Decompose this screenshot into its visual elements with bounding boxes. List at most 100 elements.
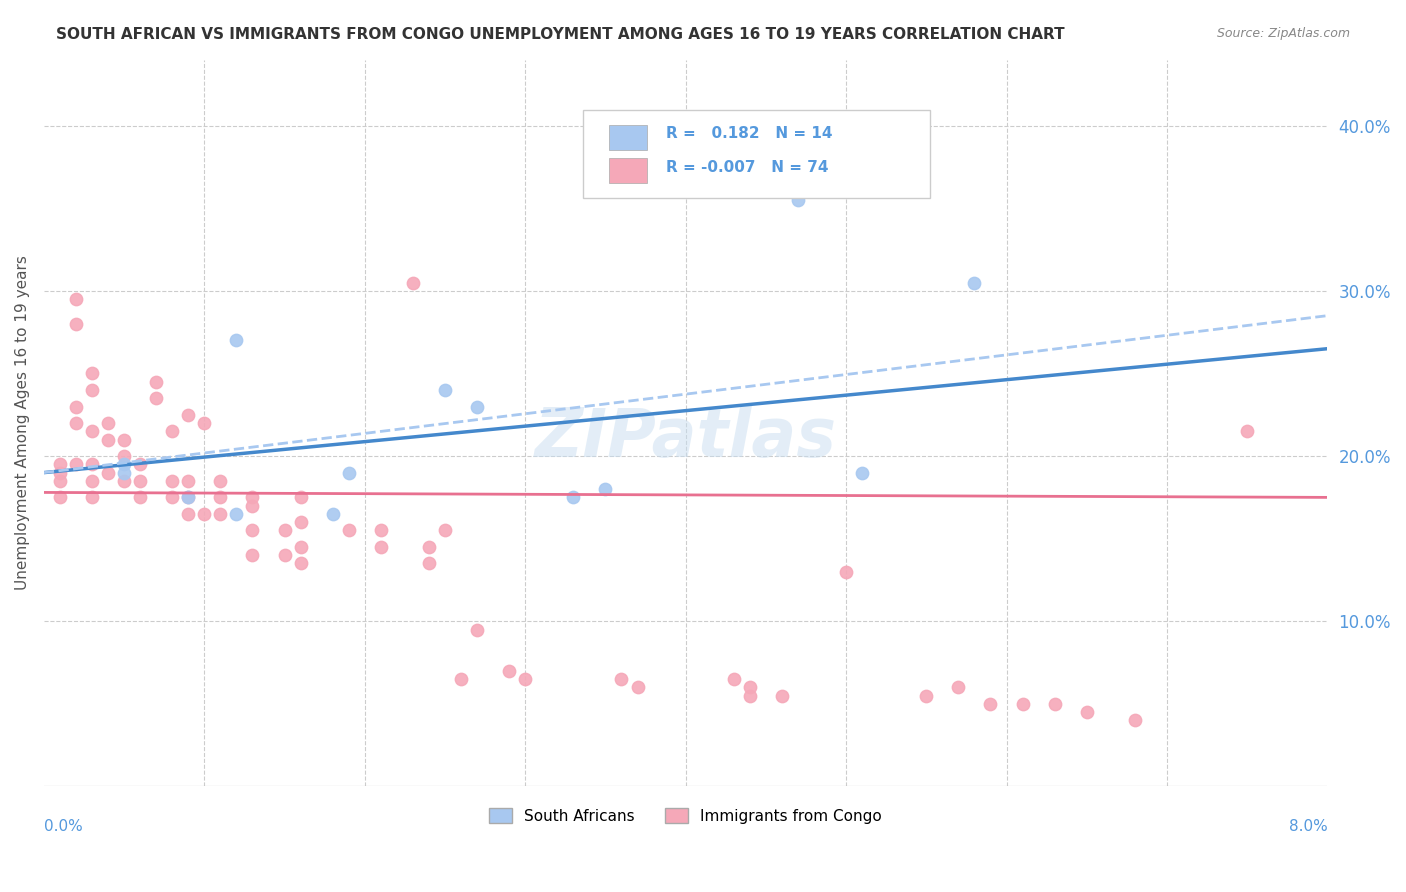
Point — [112, 458, 135, 472]
Point — [290, 557, 312, 571]
Point — [242, 499, 264, 513]
Point — [97, 466, 120, 480]
Point — [97, 416, 120, 430]
Point — [242, 491, 264, 505]
Point — [49, 458, 72, 472]
Point — [835, 565, 858, 579]
Point — [963, 276, 986, 290]
Point — [49, 491, 72, 505]
Text: R =   0.182   N = 14: R = 0.182 N = 14 — [666, 127, 832, 141]
Point — [465, 400, 488, 414]
Point — [242, 548, 264, 562]
Point — [770, 689, 793, 703]
Point — [177, 474, 200, 488]
Point — [129, 474, 152, 488]
Point — [418, 557, 440, 571]
Point — [851, 466, 873, 480]
Point — [145, 391, 167, 405]
FancyBboxPatch shape — [609, 125, 647, 151]
Point — [97, 433, 120, 447]
Point — [1076, 705, 1098, 719]
Point — [80, 425, 103, 439]
Point — [418, 540, 440, 554]
Point — [65, 317, 87, 331]
Point — [177, 491, 200, 505]
Point — [65, 292, 87, 306]
Point — [465, 623, 488, 637]
Point — [290, 540, 312, 554]
Text: ZIPatlas: ZIPatlas — [534, 405, 837, 471]
Point — [402, 276, 425, 290]
FancyBboxPatch shape — [583, 111, 929, 198]
Point — [162, 474, 184, 488]
Point — [112, 466, 135, 480]
Point — [49, 466, 72, 480]
Point — [129, 458, 152, 472]
Point — [273, 548, 295, 562]
Y-axis label: Unemployment Among Ages 16 to 19 years: Unemployment Among Ages 16 to 19 years — [15, 256, 30, 591]
Point — [515, 672, 537, 686]
Point — [129, 491, 152, 505]
Point — [209, 507, 232, 521]
Point — [177, 408, 200, 422]
Point — [337, 466, 360, 480]
Point — [225, 507, 247, 521]
Point — [80, 458, 103, 472]
Text: Source: ZipAtlas.com: Source: ZipAtlas.com — [1216, 27, 1350, 40]
Text: SOUTH AFRICAN VS IMMIGRANTS FROM CONGO UNEMPLOYMENT AMONG AGES 16 TO 19 YEARS CO: SOUTH AFRICAN VS IMMIGRANTS FROM CONGO U… — [56, 27, 1064, 42]
Point — [915, 689, 938, 703]
Point — [112, 474, 135, 488]
Point — [209, 491, 232, 505]
Point — [370, 524, 392, 538]
Point — [738, 681, 761, 695]
Point — [112, 449, 135, 463]
Point — [1236, 425, 1258, 439]
Point — [145, 375, 167, 389]
Point — [273, 524, 295, 538]
Point — [225, 334, 247, 348]
Point — [787, 193, 810, 207]
Point — [595, 482, 617, 496]
Text: 8.0%: 8.0% — [1289, 819, 1327, 834]
Legend: South Africans, Immigrants from Congo: South Africans, Immigrants from Congo — [482, 802, 889, 830]
FancyBboxPatch shape — [609, 158, 647, 183]
Point — [626, 681, 648, 695]
Point — [723, 672, 745, 686]
Point — [177, 507, 200, 521]
Point — [242, 524, 264, 538]
Point — [433, 383, 456, 397]
Point — [322, 507, 344, 521]
Point — [49, 474, 72, 488]
Point — [209, 474, 232, 488]
Point — [177, 491, 200, 505]
Point — [80, 491, 103, 505]
Point — [193, 416, 215, 430]
Point — [290, 515, 312, 529]
Point — [1011, 697, 1033, 711]
Point — [65, 416, 87, 430]
Text: R = -0.007   N = 74: R = -0.007 N = 74 — [666, 160, 830, 175]
Point — [65, 458, 87, 472]
Point — [290, 491, 312, 505]
Point — [80, 367, 103, 381]
Point — [337, 524, 360, 538]
Point — [450, 672, 472, 686]
Point — [112, 433, 135, 447]
Point — [498, 664, 520, 678]
Point — [370, 540, 392, 554]
Point — [162, 491, 184, 505]
Text: 0.0%: 0.0% — [44, 819, 83, 834]
Point — [162, 425, 184, 439]
Point — [738, 689, 761, 703]
Point — [979, 697, 1001, 711]
Point — [433, 524, 456, 538]
Point — [610, 672, 633, 686]
Point — [193, 507, 215, 521]
Point — [1123, 714, 1146, 728]
Point — [80, 383, 103, 397]
Point — [562, 491, 585, 505]
Point — [1043, 697, 1066, 711]
Point — [80, 474, 103, 488]
Point — [948, 681, 970, 695]
Point — [65, 400, 87, 414]
